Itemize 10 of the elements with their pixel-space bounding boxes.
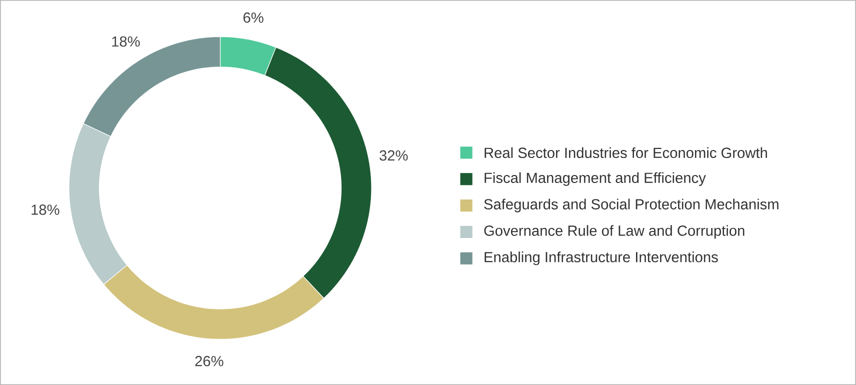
data-label: 18% [32,204,60,215]
data-label: 18% [112,36,140,47]
data-label: 32% [380,150,408,161]
data-label: 26% [195,356,224,366]
legend-label: Safeguards and Social Protection Mechanism [484,198,778,212]
legend-label: Real Sector Industries for Economic Growth [484,147,767,158]
legend-label: Fiscal Management and Efficiency [484,172,706,186]
data-label: 6% [244,12,264,23]
legend-label: Governance Rule of Law and Corruption [484,225,744,239]
legend-label: Enabling Infrastructure Interventions [484,252,718,266]
